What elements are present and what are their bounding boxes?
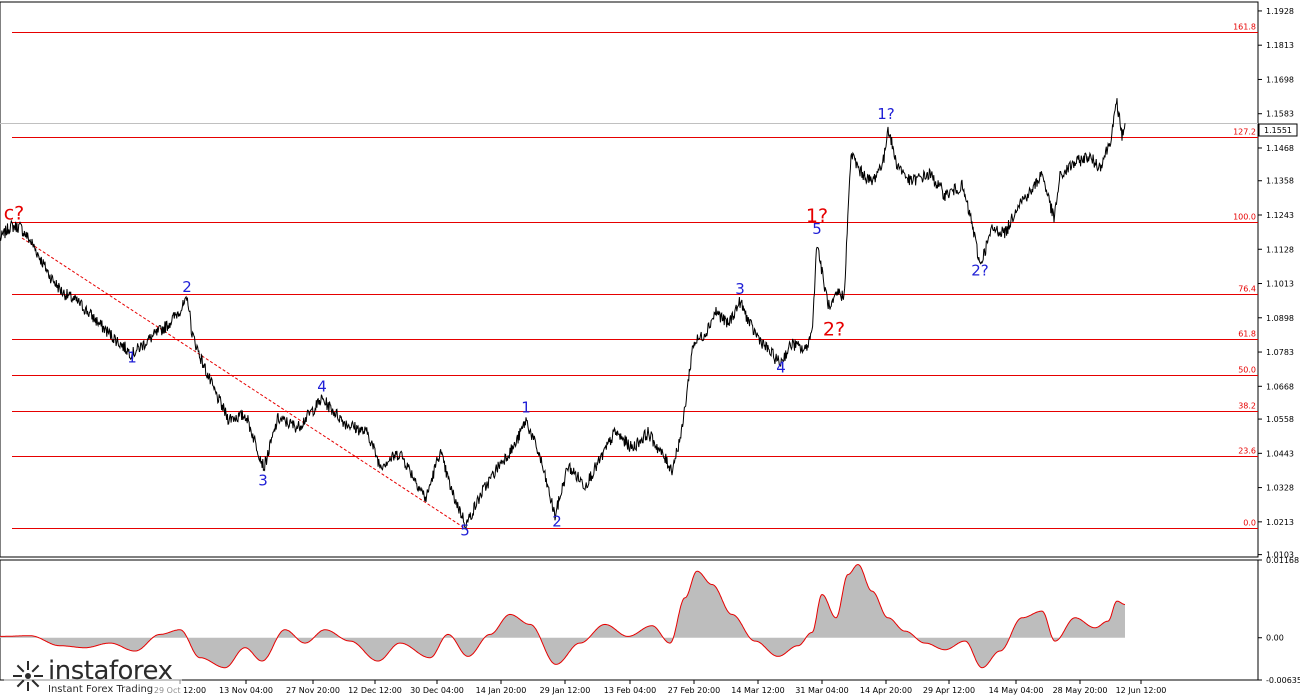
- fib-level-label: 127.2: [1233, 128, 1256, 137]
- oscillator-axis-tick-label: 0.01168: [1266, 556, 1299, 565]
- oscillator-histogram: [0, 564, 1125, 668]
- price-panel-frame: [0, 1, 1259, 558]
- fibonacci-levels: 161.8 127.2 100.0 76.4 61.8 50.0 38.2 23.6 0.0: [0, 23, 1258, 529]
- wave-label: 1: [127, 348, 137, 366]
- fib-level-label: 76.4: [1238, 285, 1256, 294]
- time-axis-tick-label: 14 May 04:00: [989, 686, 1044, 695]
- wave-label: 4: [317, 378, 327, 396]
- instaforex-logo-icon: [13, 661, 43, 691]
- current-price-tag: 1.1551: [1258, 123, 1298, 137]
- oscillator-axis-tick-label: 0.00: [1266, 634, 1284, 643]
- fib-level-label: 38.2: [1238, 402, 1256, 411]
- price-axis-tick-label: 1.1128: [1266, 245, 1294, 254]
- wave-label: 2: [182, 278, 192, 296]
- price-axis: 1.1928 1.1813 1.1698 1.1583 1.1468 1.1358 1.12…: [1258, 7, 1294, 560]
- wave-label: 1?: [806, 205, 828, 227]
- price-axis-tick-label: 1.1468: [1266, 144, 1294, 153]
- time-axis-tick-label: 12 Jun 12:00: [1116, 686, 1167, 695]
- wave-label: 2?: [823, 319, 845, 341]
- time-axis-tick-label: 14 Apr 20:00: [860, 686, 912, 695]
- time-axis-tick-label: 12 Dec 12:00: [348, 686, 402, 695]
- current-price-label: 1.1551: [1264, 126, 1292, 135]
- price-axis-tick-label: 1.1583: [1266, 110, 1294, 119]
- wave-label: 1: [521, 399, 531, 417]
- oscillator-series: 0.01168 0.00 -0.00635: [0, 556, 1300, 685]
- time-axis-tick-label: 14 Jan 20:00: [476, 686, 527, 695]
- price-axis-tick-label: 1.0898: [1266, 314, 1294, 323]
- wave-label: c?: [4, 202, 25, 224]
- price-axis-tick-label: 1.0668: [1266, 382, 1294, 391]
- time-axis-tick-label: 14 Mar 12:00: [731, 686, 784, 695]
- price-axis-tick-label: 1.0213: [1266, 518, 1294, 527]
- wave-label: 4: [776, 358, 786, 376]
- time-axis-tick-label: 29 Jan 12:00: [540, 686, 591, 695]
- watermark-tagline: Instant Forex Trading: [48, 684, 154, 695]
- time-axis-tick-label: 13 Nov 04:00: [219, 686, 273, 695]
- wave-label: 3: [258, 472, 268, 490]
- price-axis-tick-label: 1.0558: [1266, 415, 1294, 424]
- price-line: [0, 98, 1126, 531]
- price-axis-tick-label: 1.1698: [1266, 75, 1294, 84]
- wave-label: 5: [460, 521, 470, 539]
- fib-level-label: 0.0: [1243, 519, 1256, 528]
- wave-label: 5: [812, 220, 822, 238]
- price-axis-tick-label: 1.0103: [1266, 551, 1294, 560]
- oscillator-panel-frame: [0, 559, 1259, 681]
- wave-label: 1?: [877, 105, 895, 123]
- wave-label: 3: [735, 280, 745, 298]
- price-axis-tick-label: 1.1243: [1266, 211, 1294, 220]
- wave-label: 2: [552, 512, 562, 530]
- fib-level-label: 50.0: [1238, 366, 1256, 375]
- wave-label: 2?: [971, 261, 989, 279]
- time-axis-tick-label: 29 Apr 12:00: [923, 686, 975, 695]
- trendline-layer: [21, 237, 467, 530]
- oscillator-signal-line: [0, 563, 1126, 669]
- time-axis-tick-label: 28 May 20:00: [1053, 686, 1108, 695]
- price-axis-tick-label: 1.0783: [1266, 348, 1294, 357]
- watermark-brand: instaforex: [48, 656, 173, 686]
- watermark: instaforex Instant Forex Trading: [4, 654, 182, 698]
- fib-level-label: 161.8: [1233, 23, 1256, 32]
- dashed-trendline: [21, 237, 467, 530]
- price-axis-tick-label: 1.1013: [1266, 280, 1294, 289]
- price-axis-tick-label: 1.0328: [1266, 484, 1294, 493]
- price-axis-tick-label: 1.1358: [1266, 177, 1294, 186]
- price-axis-tick-label: 1.1928: [1266, 7, 1294, 16]
- price-series: [0, 98, 1126, 531]
- fib-level-label: 61.8: [1238, 330, 1256, 339]
- fib-level-label: 23.6: [1238, 447, 1256, 456]
- oscillator-axis-tick-label: -0.00635: [1266, 676, 1300, 685]
- time-axis-tick-label: 13 Feb 04:00: [604, 686, 656, 695]
- time-axis-tick-label: 31 Mar 04:00: [795, 686, 848, 695]
- time-axis-tick-label: 30 Dec 04:00: [410, 686, 464, 695]
- time-axis-tick-label: 27 Nov 20:00: [286, 686, 340, 695]
- current-price-box: [1258, 123, 1298, 137]
- time-axis-tick-label: 27 Feb 20:00: [668, 686, 720, 695]
- price-axis-tick-label: 1.1813: [1266, 41, 1294, 50]
- price-axis-tick-label: 1.0443: [1266, 449, 1294, 458]
- fib-level-label: 100.0: [1233, 213, 1256, 222]
